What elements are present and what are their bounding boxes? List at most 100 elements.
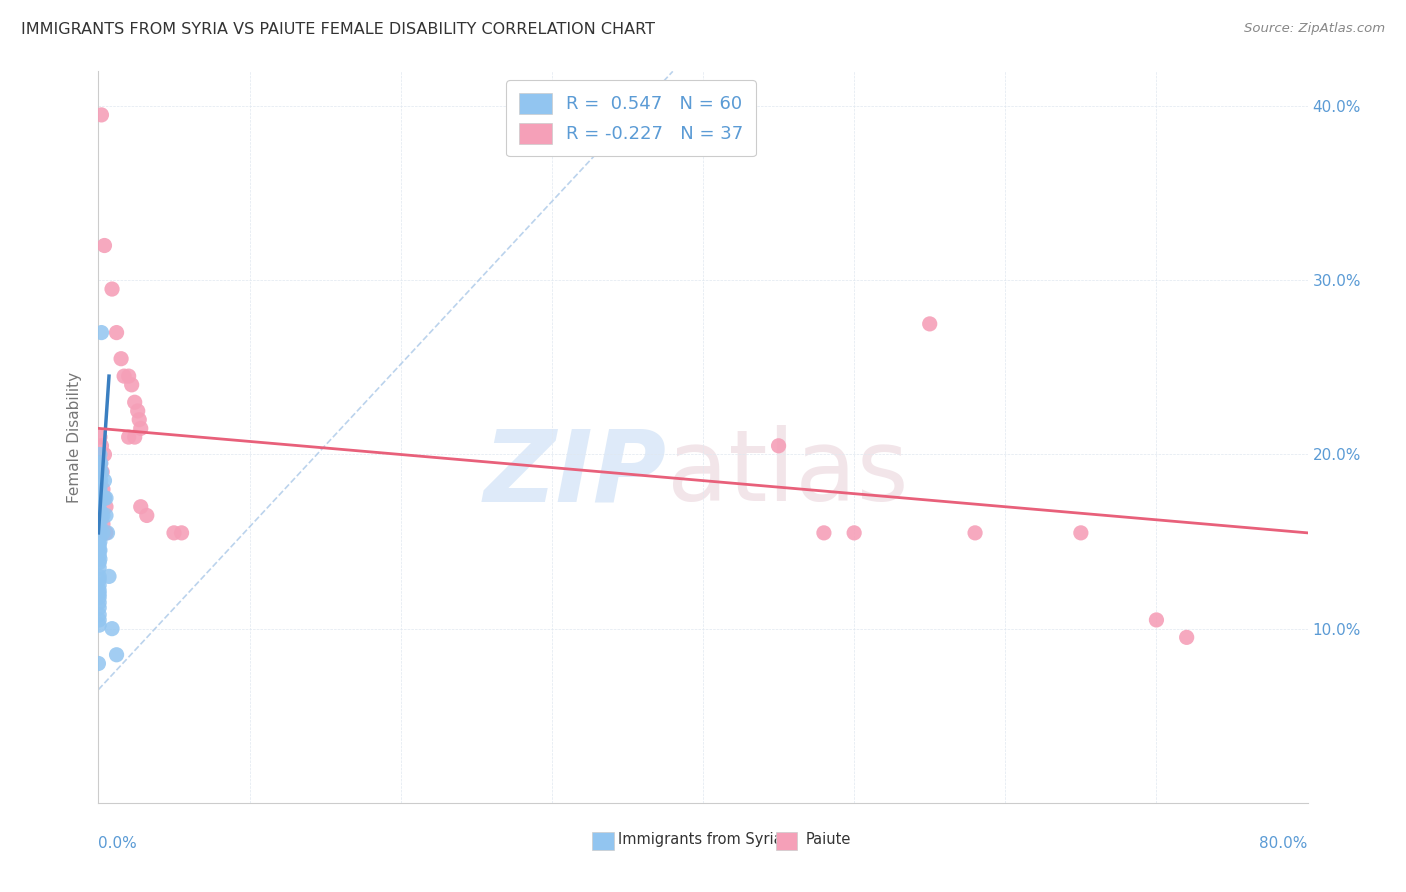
Point bbox=[89, 543, 111, 558]
Bar bbox=[592, 832, 613, 850]
Point bbox=[89, 578, 111, 592]
Point bbox=[90, 491, 112, 505]
Point bbox=[89, 534, 111, 549]
Point bbox=[90, 326, 112, 340]
Point bbox=[89, 607, 111, 622]
Point bbox=[89, 583, 111, 598]
Point bbox=[90, 508, 112, 523]
Point bbox=[93, 448, 115, 462]
Point bbox=[93, 238, 115, 252]
Point bbox=[89, 474, 111, 488]
Point bbox=[118, 430, 141, 444]
Point bbox=[918, 317, 941, 331]
Point bbox=[87, 474, 110, 488]
Point bbox=[89, 525, 111, 540]
Point bbox=[89, 496, 111, 510]
Point bbox=[128, 412, 150, 426]
Point bbox=[93, 474, 115, 488]
Point bbox=[91, 525, 114, 540]
Point bbox=[129, 500, 152, 514]
Point bbox=[89, 491, 111, 505]
Point bbox=[89, 569, 111, 583]
Point bbox=[89, 465, 111, 479]
Point bbox=[844, 525, 866, 540]
Point bbox=[89, 508, 111, 523]
Text: Paiute: Paiute bbox=[806, 832, 851, 847]
Point bbox=[90, 456, 112, 470]
Point bbox=[965, 525, 987, 540]
Point bbox=[90, 465, 112, 479]
Point bbox=[89, 543, 111, 558]
Point bbox=[90, 456, 112, 470]
Point bbox=[87, 657, 110, 671]
Text: IMMIGRANTS FROM SYRIA VS PAIUTE FEMALE DISABILITY CORRELATION CHART: IMMIGRANTS FROM SYRIA VS PAIUTE FEMALE D… bbox=[21, 22, 655, 37]
Point bbox=[105, 326, 128, 340]
Point bbox=[89, 525, 111, 540]
Point bbox=[90, 474, 112, 488]
Point bbox=[90, 439, 112, 453]
Point bbox=[89, 549, 111, 563]
Point bbox=[89, 613, 111, 627]
Point bbox=[90, 108, 112, 122]
Point bbox=[101, 282, 124, 296]
Point bbox=[124, 430, 146, 444]
Point bbox=[94, 500, 117, 514]
Text: atlas: atlas bbox=[666, 425, 908, 522]
Point bbox=[89, 465, 111, 479]
Point bbox=[89, 483, 111, 497]
Point bbox=[89, 595, 111, 609]
Point bbox=[89, 491, 111, 505]
Point bbox=[89, 430, 111, 444]
Y-axis label: Female Disability: Female Disability bbox=[67, 371, 83, 503]
Point bbox=[89, 556, 111, 570]
Point bbox=[89, 531, 111, 545]
Point bbox=[1144, 613, 1167, 627]
Point bbox=[813, 525, 835, 540]
Point bbox=[135, 508, 157, 523]
Point bbox=[89, 517, 111, 532]
Point bbox=[91, 465, 114, 479]
Point bbox=[89, 508, 111, 523]
Point bbox=[170, 525, 193, 540]
Point bbox=[112, 369, 135, 384]
Point bbox=[124, 395, 146, 409]
Point bbox=[89, 514, 111, 528]
Point bbox=[89, 587, 111, 601]
Point bbox=[94, 491, 117, 505]
Point bbox=[89, 456, 111, 470]
Point bbox=[89, 560, 111, 574]
Point bbox=[1070, 525, 1092, 540]
Point bbox=[89, 503, 111, 517]
Point bbox=[89, 573, 111, 587]
Text: 0.0%: 0.0% bbox=[98, 836, 138, 851]
Point bbox=[89, 503, 111, 517]
Point bbox=[91, 483, 114, 497]
Point bbox=[89, 600, 111, 615]
Point bbox=[89, 538, 111, 552]
Text: 80.0%: 80.0% bbox=[1260, 836, 1308, 851]
Point bbox=[127, 404, 149, 418]
Point bbox=[91, 508, 114, 523]
Point bbox=[768, 439, 790, 453]
Point bbox=[110, 351, 132, 366]
Point bbox=[105, 648, 128, 662]
Point bbox=[91, 517, 114, 532]
Point bbox=[89, 521, 111, 535]
Bar bbox=[776, 832, 797, 850]
Legend: R =  0.547   N = 60, R = -0.227   N = 37: R = 0.547 N = 60, R = -0.227 N = 37 bbox=[506, 80, 756, 156]
Point bbox=[89, 483, 111, 497]
Text: Source: ZipAtlas.com: Source: ZipAtlas.com bbox=[1244, 22, 1385, 36]
Point bbox=[118, 369, 141, 384]
Point bbox=[93, 491, 115, 505]
Point bbox=[94, 525, 117, 540]
Point bbox=[89, 552, 111, 566]
Point bbox=[163, 525, 186, 540]
Text: Immigrants from Syria: Immigrants from Syria bbox=[619, 832, 783, 847]
Point bbox=[94, 508, 117, 523]
Point bbox=[93, 491, 115, 505]
Point bbox=[121, 377, 143, 392]
Point bbox=[101, 622, 124, 636]
Point bbox=[98, 569, 121, 583]
Point bbox=[87, 456, 110, 470]
Point bbox=[96, 525, 118, 540]
